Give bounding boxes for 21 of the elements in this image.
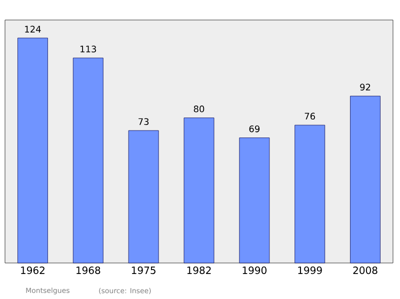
x-tick-label: 1968	[76, 266, 100, 274]
data-label: 69	[249, 125, 260, 132]
bar	[239, 138, 270, 264]
x-tick-label: 2008	[353, 266, 378, 274]
data-label: 113	[80, 46, 96, 52]
data-label: 73	[138, 118, 149, 125]
data-label: 76	[304, 112, 316, 120]
bar	[184, 118, 214, 264]
bar	[128, 130, 159, 264]
bar	[294, 124, 326, 264]
x-tick-label: 1990	[242, 266, 266, 274]
x-tick-label: 1962	[21, 266, 44, 274]
bar	[72, 58, 104, 264]
x-tick-label: 1982	[187, 266, 211, 274]
data-label: 92	[360, 84, 370, 91]
x-tick-label: 1999	[298, 266, 322, 274]
data-label: 80	[194, 105, 204, 112]
x-tick-label: 1975	[132, 266, 156, 274]
bar	[18, 38, 48, 264]
bar	[350, 96, 380, 264]
data-label: 124	[25, 26, 41, 32]
